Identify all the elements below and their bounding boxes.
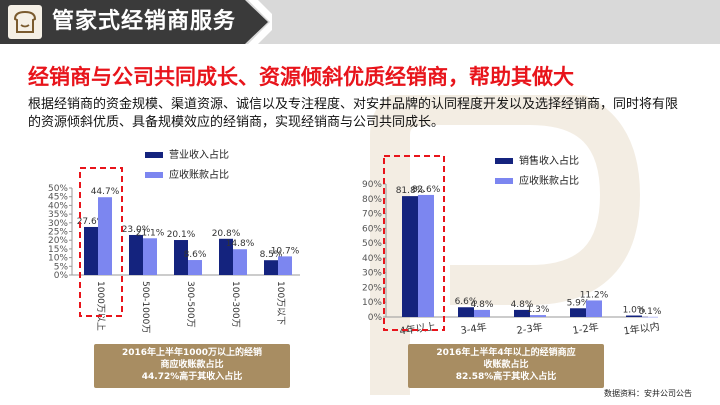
- data-label: 11.2%: [580, 290, 609, 300]
- data-label: 82.6%: [412, 185, 441, 195]
- x-tick-label: 3-4年: [460, 320, 488, 337]
- y-tick-label: 20%: [48, 236, 68, 246]
- main-heading: 经销商与公司共同成长、资源倾斜优质经销商，帮助其做大: [28, 65, 574, 89]
- callout-right-line3: 82.58%高于其收入占比: [455, 372, 557, 382]
- data-label: 1.3%: [527, 305, 550, 315]
- bar-series2: [233, 249, 247, 275]
- callout-left-line2: 商应收账款占比: [160, 360, 224, 370]
- callout-box-left: 2016年上半年1000万以上的经销 商应收账款占比 44.72%高于其收入占比: [94, 344, 290, 388]
- y-tick-label: 35%: [48, 210, 68, 220]
- bar-series1: [458, 307, 474, 317]
- background-watermark: [370, 95, 641, 395]
- legend-label: 应收账款占比: [169, 168, 229, 181]
- bar-series2: [98, 197, 112, 275]
- bar-series1: [514, 309, 530, 317]
- x-tick-label: 1000万以上: [95, 281, 106, 331]
- y-tick-label: 70%: [362, 210, 382, 220]
- data-label: 14.8%: [226, 239, 255, 249]
- x-tick-label: 500-1000万: [140, 281, 150, 333]
- y-tick-label: 0%: [368, 313, 383, 323]
- data-label: 20.8%: [212, 229, 241, 239]
- header-bar: 管家式经销商服务: [0, 0, 720, 44]
- y-tick-label: 60%: [362, 224, 382, 234]
- x-tick-label: 1-2年: [572, 320, 600, 337]
- y-tick-label: 10%: [48, 254, 68, 264]
- x-tick-label: 2-3年: [516, 320, 544, 337]
- bar-series2: [418, 194, 434, 317]
- callout-left-line1: 2016年上半年1000万以上的经销: [121, 348, 263, 358]
- x-tick-label: 1年以内: [623, 320, 661, 338]
- bar-series2: [530, 315, 546, 317]
- y-tick-label: 20%: [362, 283, 382, 293]
- data-label: 8.6%: [184, 250, 207, 260]
- data-label: 4.8%: [471, 300, 494, 310]
- legend-label: 应收账款占比: [519, 174, 579, 187]
- bread-logo-icon: [8, 5, 42, 39]
- x-tick-label: 4年以上: [399, 320, 437, 338]
- bar-series1: [174, 240, 188, 275]
- data-label: 81.8%: [396, 186, 425, 196]
- y-tick-label: 30%: [48, 219, 68, 229]
- data-label: 21.1%: [136, 228, 165, 238]
- header-light-band: [245, 0, 720, 44]
- legend-label: 销售收入占比: [519, 154, 579, 167]
- y-tick-label: 0%: [54, 271, 69, 281]
- bar-series1: [129, 234, 143, 275]
- y-tick-label: 80%: [362, 195, 382, 205]
- y-tick-label: 15%: [48, 245, 68, 255]
- data-label: 1.0%: [623, 306, 646, 316]
- bar-series1: [570, 308, 586, 317]
- data-label: 5.9%: [567, 298, 590, 308]
- y-tick-label: 50%: [48, 184, 68, 194]
- y-tick-label: 5%: [54, 262, 69, 272]
- bar-series1: [219, 238, 233, 275]
- x-tick-label: 100-300万: [230, 281, 240, 328]
- bar-series2: [642, 316, 658, 318]
- bar-series1: [402, 196, 418, 317]
- body-paragraph: 根据经销商的资金规模、渠道资源、诚信以及专注程度、对安井品牌的认同程度开发以及选…: [28, 97, 679, 130]
- data-label: 44.7%: [91, 187, 120, 197]
- y-tick-label: 40%: [362, 254, 382, 264]
- bar-series1: [626, 315, 642, 317]
- y-tick-label: 50%: [362, 239, 382, 249]
- y-tick-label: 45%: [48, 193, 68, 203]
- callout-right-line1: 2016年上半年4年以上的经销商应: [436, 348, 576, 358]
- x-tick-label: 100万以下: [275, 281, 285, 325]
- y-tick-label: 10%: [362, 298, 382, 308]
- highlight-dashed-box: [79, 167, 123, 317]
- data-label: 8.5%: [260, 250, 283, 260]
- bar-series2: [586, 300, 602, 317]
- charts-canvas: 0%5%10%15%20%25%30%35%40%45%50%27.6%44.7…: [48, 148, 662, 338]
- data-label: 0.1%: [639, 307, 662, 317]
- legend-swatch: [145, 172, 163, 178]
- legend-swatch: [145, 152, 163, 158]
- y-tick-label: 25%: [48, 228, 68, 238]
- x-tick-label: 300-500万: [185, 281, 195, 328]
- highlight-dashed-box: [383, 155, 445, 331]
- callout-box-right: 2016年上半年4年以上的经销商应 收账款占比 82.58%高于其收入占比: [408, 344, 604, 388]
- y-tick-label: 40%: [48, 201, 68, 211]
- legend-swatch: [495, 178, 513, 184]
- data-label: 20.1%: [167, 230, 196, 240]
- bar-series1: [84, 226, 98, 275]
- callout-right-line2: 收账款占比: [483, 360, 529, 370]
- y-tick-label: 30%: [362, 269, 382, 279]
- header-title: 管家式经销商服务: [52, 9, 237, 34]
- bar-series1: [264, 260, 278, 275]
- bar-series2: [143, 238, 157, 275]
- header-chevron-icon: [228, 0, 272, 44]
- data-label: 23.0%: [122, 225, 151, 235]
- callout-left-line3: 44.72%高于其收入占比: [141, 372, 243, 382]
- legend-label: 营业收入占比: [169, 148, 229, 161]
- data-label: 27.6%: [77, 217, 106, 227]
- y-tick-label: 90%: [362, 180, 382, 190]
- data-label: 10.7%: [271, 246, 300, 256]
- bar-series2: [474, 309, 490, 317]
- data-label: 4.8%: [511, 300, 534, 310]
- legend-swatch: [495, 158, 513, 164]
- bar-series2: [188, 260, 202, 275]
- bar-series2: [278, 256, 292, 275]
- data-label: 6.6%: [455, 297, 478, 307]
- source-note: 数据资料：安井公司公告: [604, 389, 692, 398]
